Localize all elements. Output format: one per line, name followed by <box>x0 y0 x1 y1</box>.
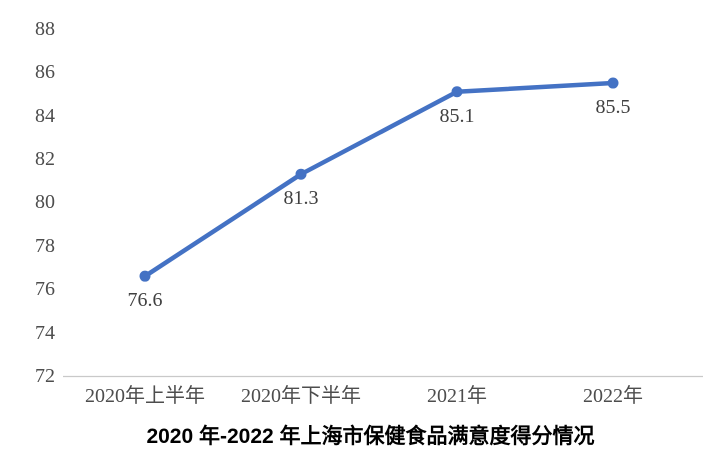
y-tick-label: 82 <box>35 148 55 170</box>
data-point-label: 81.3 <box>283 187 319 210</box>
y-tick-label: 84 <box>35 104 55 127</box>
y-tick-label: 80 <box>35 191 55 214</box>
data-point-marker <box>607 77 619 89</box>
series-line <box>142 80 616 279</box>
y-tick-label: 72 <box>35 365 55 387</box>
data-point-marker <box>139 270 151 282</box>
data-point-label: 85.5 <box>595 96 631 119</box>
x-tick-label: 2020年下半年 <box>241 385 361 407</box>
data-point-label: 85.1 <box>439 104 475 127</box>
data-point-label: 76.6 <box>127 289 163 312</box>
data-point-marker <box>295 168 307 180</box>
x-tick-label: 2022年 <box>583 385 643 407</box>
y-tick-label: 78 <box>35 234 55 257</box>
chart-title: 2020 年-2022 年上海市保健食品满意度得分情况 <box>146 425 595 448</box>
x-tick-label: 2020年上半年 <box>85 385 205 407</box>
y-tick-label: 88 <box>35 17 55 40</box>
y-tick-label: 86 <box>35 61 55 84</box>
x-tick-label: 2021年 <box>427 385 487 407</box>
y-tick-label: 76 <box>35 278 55 301</box>
data-point-marker <box>451 86 463 98</box>
y-tick-label: 74 <box>35 321 55 344</box>
